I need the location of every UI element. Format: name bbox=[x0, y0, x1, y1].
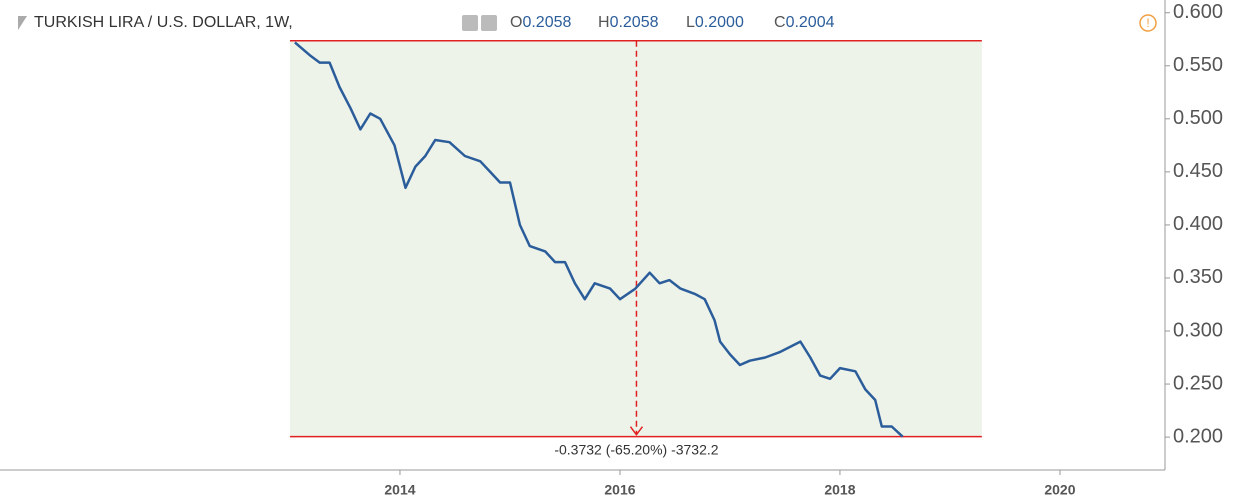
eye-icon[interactable] bbox=[462, 15, 478, 31]
x-tick-label: 2014 bbox=[384, 482, 415, 498]
alert-icon[interactable] bbox=[1139, 14, 1157, 32]
ohlc-label: C0.2004 bbox=[774, 14, 835, 31]
plot-area: -0.3732 (-65.20%) -3732.2 bbox=[289, 39, 982, 457]
y-tick-label: 0.300 bbox=[1173, 319, 1223, 341]
y-tick-label: 0.450 bbox=[1173, 160, 1223, 182]
x-tick-label: 2016 bbox=[604, 482, 635, 498]
measure-arrowhead bbox=[629, 426, 644, 436]
ohlc-key: O bbox=[510, 14, 522, 31]
measure-label: -0.3732 (-65.20%) -3732.2 bbox=[554, 441, 718, 457]
ohlc-legend: O0.2058 H0.2058 L0.2000 C0.2004 bbox=[510, 14, 835, 31]
ohlc-value: 0.2000 bbox=[695, 14, 744, 31]
y-tick-label: 0.550 bbox=[1173, 54, 1223, 76]
settings-icon[interactable] bbox=[481, 15, 497, 31]
symbol-icon bbox=[18, 16, 27, 30]
y-tick-label: 0.500 bbox=[1173, 107, 1223, 129]
y-tick-label: 0.350 bbox=[1173, 266, 1223, 288]
y-tick-label: 0.600 bbox=[1173, 1, 1223, 23]
chart-title: TURKISH LIRA / U.S. DOLLAR, 1W, bbox=[34, 14, 293, 31]
y-tick-label: 0.400 bbox=[1173, 213, 1223, 235]
y-tick-label: 0.250 bbox=[1173, 372, 1223, 394]
x-tick-label: 2018 bbox=[824, 482, 855, 498]
ohlc-value: 0.2058 bbox=[610, 14, 659, 31]
ohlc-value: 0.2058 bbox=[522, 14, 571, 31]
ohlc-key: L bbox=[686, 14, 695, 31]
y-tick-label: 0.200 bbox=[1173, 425, 1223, 447]
ohlc-label: O0.2058 bbox=[510, 14, 571, 31]
x-tick-label: 2020 bbox=[1044, 482, 1075, 498]
ohlc-key: C bbox=[774, 14, 786, 31]
ohlc-value: 0.2004 bbox=[786, 14, 835, 31]
ohlc-label: H0.2058 bbox=[598, 14, 659, 31]
alert-icon-mark: ! bbox=[1146, 16, 1149, 30]
price-line bbox=[294, 41, 904, 438]
ohlc-key: H bbox=[598, 14, 610, 31]
measure-area bbox=[289, 40, 982, 437]
ohlc-label: L0.2000 bbox=[686, 14, 744, 31]
